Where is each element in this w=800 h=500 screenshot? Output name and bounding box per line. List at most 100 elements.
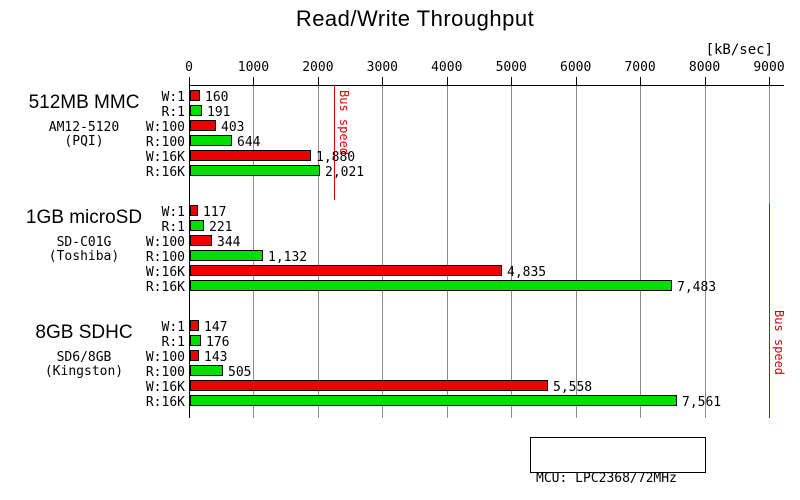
x-tick-mark bbox=[511, 77, 513, 85]
x-tick-label: 2000 bbox=[302, 60, 334, 75]
gridline bbox=[575, 85, 577, 418]
write-bar bbox=[190, 205, 198, 216]
bar-value-label: 403 bbox=[221, 120, 245, 135]
group-name: 8GB SDHC bbox=[35, 322, 133, 343]
gridline bbox=[317, 85, 319, 418]
bar-row-label: R:100 bbox=[145, 250, 185, 265]
x-tick-label: 1000 bbox=[237, 60, 270, 75]
gridline bbox=[511, 85, 513, 418]
bar-row-label: R:16K bbox=[145, 165, 185, 180]
gridline bbox=[640, 85, 642, 418]
info-box: MCU: LPC2368/72MHz I/F: MCI/18MHz bbox=[530, 437, 706, 486]
bar-value-label: 344 bbox=[217, 235, 241, 250]
write-bar bbox=[190, 90, 200, 101]
y-axis-line bbox=[189, 85, 190, 418]
bar-row-label: W:1 bbox=[161, 320, 185, 335]
x-tick-label: 4000 bbox=[431, 60, 463, 75]
x-tick-label: 7000 bbox=[624, 60, 656, 75]
bar-value-label: 143 bbox=[204, 350, 228, 365]
bar-row-label: W:1 bbox=[161, 205, 185, 220]
group-model: SD6/8GB bbox=[56, 350, 112, 365]
bus-speed-line bbox=[334, 85, 335, 200]
bar-value-label: 4,835 bbox=[507, 265, 547, 280]
read-bar bbox=[190, 135, 232, 146]
bar-row-label: R:1 bbox=[161, 220, 185, 235]
bar-value-label: 7,561 bbox=[682, 395, 722, 410]
bar-value-label: 147 bbox=[204, 320, 228, 335]
bar-row-label: W:16K bbox=[145, 150, 185, 165]
mcu-info-line: MCU: LPC2368/72MHz bbox=[536, 471, 677, 486]
bus-speed-label: Bus speed bbox=[772, 310, 786, 376]
x-tick-label: 8000 bbox=[688, 60, 721, 75]
bar-row-label: R:16K bbox=[145, 280, 185, 295]
x-tick-mark bbox=[769, 77, 770, 85]
bus-speed-label: Bus speed bbox=[337, 90, 351, 156]
group-vendor: (PQI) bbox=[64, 134, 104, 149]
write-bar bbox=[190, 320, 199, 331]
write-bar bbox=[190, 235, 212, 246]
bar-row-label: W:16K bbox=[145, 265, 185, 280]
x-tick-label: 9000 bbox=[753, 60, 785, 75]
bar-value-label: 160 bbox=[205, 90, 229, 105]
bar-row-label: R:1 bbox=[161, 105, 185, 120]
write-bar bbox=[190, 120, 216, 131]
bar-value-label: 1,132 bbox=[268, 250, 308, 265]
x-tick-label: 6000 bbox=[560, 60, 592, 75]
bar-row-label: R:100 bbox=[145, 135, 185, 150]
group-model: AM12-5120 bbox=[48, 120, 120, 135]
write-bar bbox=[190, 380, 548, 391]
read-bar bbox=[190, 220, 204, 231]
group-vendor: (Toshiba) bbox=[48, 249, 120, 264]
bar-row-label: W:100 bbox=[145, 350, 185, 365]
group-vendor: (Kingston) bbox=[44, 364, 124, 379]
group-name: 512MB MMC bbox=[28, 92, 140, 113]
bar-value-label: 221 bbox=[209, 220, 233, 235]
plot-top-border bbox=[189, 85, 784, 86]
bar-row-label: W:100 bbox=[145, 120, 185, 135]
bar-row-label: W:16K bbox=[145, 380, 185, 395]
read-bar bbox=[190, 335, 201, 346]
bar-value-label: 505 bbox=[228, 365, 252, 380]
bar-row-label: W:1 bbox=[161, 90, 185, 105]
gridline bbox=[382, 85, 384, 418]
gridline bbox=[704, 85, 706, 418]
bar-value-label: 2,021 bbox=[325, 165, 365, 180]
unit-label: [kB/sec] bbox=[705, 42, 773, 58]
x-tick-mark bbox=[253, 77, 255, 85]
bar-row-label: R:1 bbox=[161, 335, 185, 350]
bar-value-label: 191 bbox=[207, 105, 231, 120]
bar-value-label: 7,483 bbox=[677, 280, 717, 295]
bar-row-label: R:16K bbox=[145, 395, 185, 410]
x-tick-mark bbox=[317, 77, 319, 85]
read-bar bbox=[190, 365, 223, 376]
group-name: 1GB microSD bbox=[25, 207, 143, 228]
x-tick-mark bbox=[575, 77, 577, 85]
bar-row-label: W:100 bbox=[145, 235, 185, 250]
read-bar bbox=[190, 250, 263, 261]
bus-speed-line bbox=[769, 204, 770, 418]
read-bar bbox=[190, 105, 202, 116]
x-tick-mark bbox=[382, 77, 384, 85]
write-bar bbox=[190, 265, 502, 276]
x-tick-mark bbox=[704, 77, 706, 85]
x-tick-mark bbox=[189, 77, 190, 85]
x-tick-mark bbox=[640, 77, 642, 85]
bar-value-label: 1,880 bbox=[316, 150, 356, 165]
bar-value-label: 5,558 bbox=[553, 380, 593, 395]
bar-value-label: 176 bbox=[206, 335, 230, 350]
read-bar bbox=[190, 280, 672, 291]
gridline bbox=[446, 85, 448, 418]
bar-value-label: 117 bbox=[203, 205, 227, 220]
chart-title: Read/Write Throughput bbox=[295, 6, 535, 31]
group-model: SD-C01G bbox=[56, 235, 112, 250]
write-bar bbox=[190, 350, 199, 361]
write-bar bbox=[190, 150, 311, 161]
read-bar bbox=[190, 165, 320, 176]
x-tick-mark bbox=[446, 77, 448, 85]
bar-value-label: 644 bbox=[237, 135, 261, 150]
bar-row-label: R:100 bbox=[145, 365, 185, 380]
x-tick-label: 0 bbox=[185, 60, 193, 75]
read-bar bbox=[190, 395, 677, 406]
x-tick-label: 5000 bbox=[495, 60, 527, 75]
